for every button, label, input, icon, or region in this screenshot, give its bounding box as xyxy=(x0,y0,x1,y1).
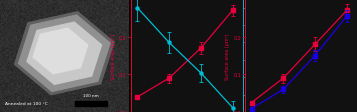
Y-axis label: Thickness (nm): Thickness (nm) xyxy=(259,38,264,74)
Text: Annealed at 100 °C: Annealed at 100 °C xyxy=(5,101,48,105)
Polygon shape xyxy=(19,16,110,92)
Y-axis label: Surface area (μm²): Surface area (μm²) xyxy=(111,33,116,79)
Polygon shape xyxy=(27,23,102,85)
Polygon shape xyxy=(33,29,88,74)
Text: 100 nm: 100 nm xyxy=(83,94,99,97)
Y-axis label: Surface area (μm²): Surface area (μm²) xyxy=(226,33,231,79)
Bar xyxy=(75,101,107,106)
Polygon shape xyxy=(15,13,114,95)
